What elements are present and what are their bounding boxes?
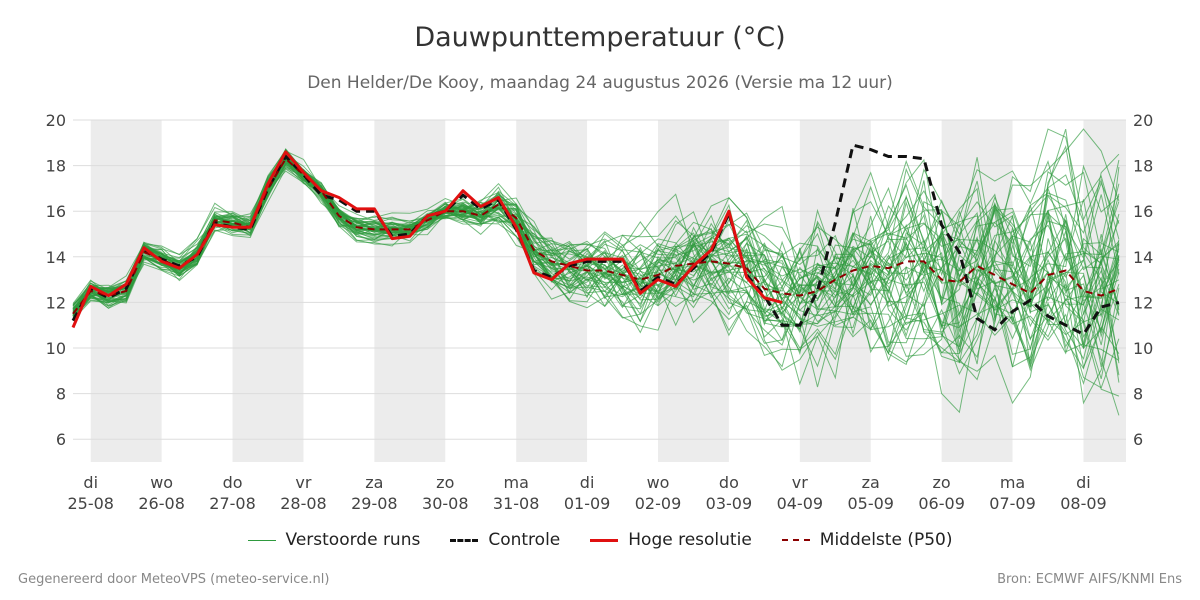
legend-hires: Hoge resolutie	[590, 530, 752, 550]
xtick-date-5: 30-08	[422, 494, 469, 513]
xtick-day-0: di	[83, 473, 98, 492]
xtick-date-6: 31-08	[493, 494, 540, 513]
xtick-date-11: 05-09	[847, 494, 894, 513]
xtick-day-7: di	[580, 473, 595, 492]
xtick-day-13: ma	[1000, 473, 1025, 492]
xtick-day-5: zo	[436, 473, 454, 492]
main-series	[71, 143, 1120, 337]
ytick-right-14: 14	[1133, 248, 1153, 267]
xtick-date-3: 28-08	[280, 494, 327, 513]
legend-control-label: Controle	[488, 530, 561, 550]
xtick-date-4: 29-08	[351, 494, 398, 513]
ytick-right-6: 6	[1133, 430, 1143, 449]
ensemble-line	[72, 151, 1120, 405]
xtick-date-0: 25-08	[67, 494, 114, 513]
legend-control-swatch	[450, 538, 479, 542]
footer-generated: Gegenereerd door MeteoVPS (meteo-service…	[18, 572, 330, 587]
ensemble-line	[72, 164, 1120, 360]
xtick-day-11: za	[862, 473, 880, 492]
xtick-day-6: ma	[503, 473, 528, 492]
ensemble-series	[72, 128, 1120, 416]
ytick-left-8: 8	[56, 385, 66, 404]
ensemble-line	[72, 157, 1120, 388]
xtick-date-1: 26-08	[138, 494, 185, 513]
ytick-left-18: 18	[46, 157, 66, 176]
ytick-left-10: 10	[46, 339, 66, 358]
day-shade-6	[516, 120, 588, 462]
hires-line	[71, 150, 783, 329]
ytick-left-20: 20	[46, 111, 66, 130]
ytick-right-12: 12	[1133, 293, 1153, 312]
ensemble-line	[72, 156, 1120, 353]
ensemble-line	[72, 159, 1120, 416]
xtick-day-2: do	[223, 473, 243, 492]
xtick-date-8: 02-09	[635, 494, 682, 513]
chart-title: Dauwpunttemperatuur (°C)	[414, 22, 786, 53]
ytick-left-16: 16	[46, 202, 66, 221]
ytick-right-16: 16	[1133, 202, 1153, 221]
xtick-date-9: 03-09	[706, 494, 753, 513]
ensemble-line	[72, 158, 1120, 327]
legend-hires-swatch	[590, 538, 619, 542]
xtick-date-7: 01-09	[564, 494, 611, 513]
xtick-date-12: 06-09	[918, 494, 965, 513]
day-shade-4	[374, 120, 446, 462]
xtick-date-2: 27-08	[209, 494, 256, 513]
xtick-day-8: wo	[647, 473, 670, 492]
chart-subtitle: Den Helder/De Kooy, maandag 24 augustus …	[307, 73, 893, 93]
xtick-day-10: vr	[792, 473, 808, 492]
legend-median-label: Middelste (P50)	[819, 530, 953, 550]
ytick-right-8: 8	[1133, 385, 1143, 404]
ytick-left-14: 14	[46, 248, 66, 267]
x-axis-ticks: di 25-08 wo 26-08 do 27-08 vr 28-08 za 29-08 zo 30-…	[67, 473, 1106, 513]
xtick-day-3: vr	[295, 473, 311, 492]
ensemble-line	[72, 152, 1120, 368]
legend-ensemble: Verstoorde runs	[247, 530, 421, 550]
xtick-day-9: do	[719, 473, 739, 492]
legend-hires-label: Hoge resolutie	[628, 530, 752, 550]
ytick-left-12: 12	[46, 293, 66, 312]
legend-median: Middelste (P50)	[781, 530, 953, 550]
footer-source: Bron: ECMWF AIFS/KNMI Ens	[997, 572, 1182, 587]
xtick-day-4: za	[365, 473, 383, 492]
xtick-day-12: zo	[933, 473, 951, 492]
ensemble-line	[72, 161, 1120, 372]
legend-ensemble-label: Verstoorde runs	[285, 530, 421, 550]
ytick-right-18: 18	[1133, 157, 1153, 176]
xtick-date-13: 07-09	[989, 494, 1036, 513]
ytick-left-6: 6	[56, 430, 66, 449]
xtick-day-14: di	[1076, 473, 1091, 492]
y-axis-ticks: 6 6 8 8 10 10 12 12 14 14 16 16 18 18 20 20	[46, 111, 1154, 449]
ytick-right-10: 10	[1133, 339, 1153, 358]
legend-control: Controle	[450, 530, 560, 550]
ensemble-line	[72, 148, 1120, 328]
xtick-day-1: wo	[150, 473, 173, 492]
xtick-date-14: 08-09	[1060, 494, 1107, 513]
legend-median-swatch	[781, 539, 810, 541]
xtick-date-10: 04-09	[777, 494, 824, 513]
legend-ensemble-swatch	[247, 539, 276, 541]
chart-legend: Verstoorde runs Controle Hoge resolutie …	[0, 530, 1200, 550]
ytick-right-20: 20	[1133, 111, 1153, 130]
